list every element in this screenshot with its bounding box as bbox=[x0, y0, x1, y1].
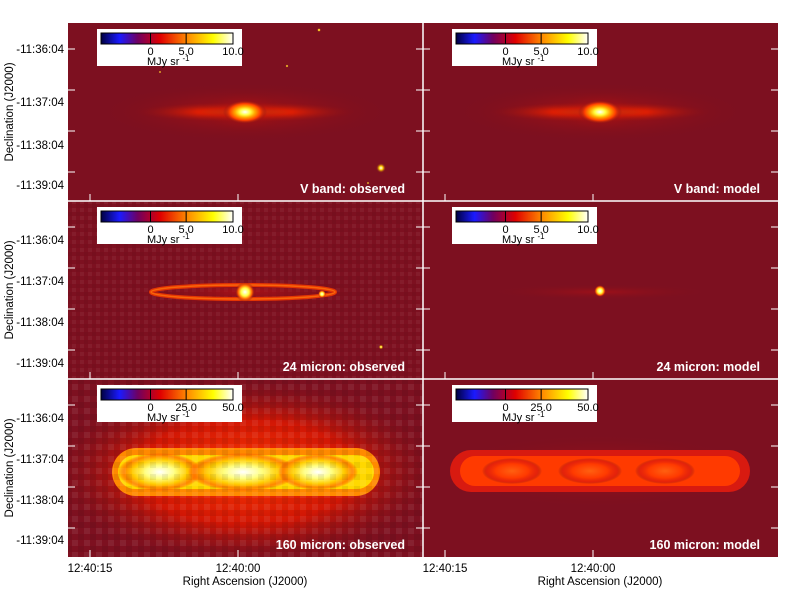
colorbar-unit: MJy sr -1 bbox=[147, 410, 190, 424]
y-tick-label: -11:37:04 bbox=[16, 97, 64, 109]
panel-label: V band: observed bbox=[300, 182, 405, 196]
y-tick-label: -11:37:04 bbox=[16, 454, 64, 466]
colorbar-gradient bbox=[455, 210, 589, 223]
colorbar-tick-label: 5.0 bbox=[533, 224, 548, 236]
panel-v-band-observed bbox=[68, 23, 423, 201]
x-tick-label: 12:40:00 bbox=[216, 563, 261, 575]
far-ir-knot-center bbox=[558, 458, 622, 484]
y-tick-labels-row-3: -11:36:04 -11:37:04 -11:38:04 -11:39:04 bbox=[16, 413, 64, 547]
y-tick-label: -11:38:04 bbox=[16, 140, 64, 152]
nuclear-source bbox=[235, 282, 255, 302]
colorbar-tick-label: 5.0 bbox=[178, 224, 193, 236]
colorbar-tick-label: 0 bbox=[502, 224, 508, 236]
panel-label: 160 micron: observed bbox=[276, 538, 405, 552]
colorbar: 0 5.0 10.0 MJy sr -1 bbox=[452, 29, 599, 68]
colorbar-tick-label: 10.0 bbox=[222, 224, 243, 236]
galaxy-core bbox=[223, 100, 267, 124]
colorbar-unit: MJy sr -1 bbox=[147, 54, 190, 68]
y-tick-label: -11:39:04 bbox=[16, 358, 64, 370]
colorbar: 0 25.0 50.0 MJy sr -1 bbox=[452, 385, 599, 424]
colorbar-tick-label: 5.0 bbox=[178, 46, 193, 58]
colorbar-tick-label: 0 bbox=[502, 46, 508, 58]
colorbar-unit: MJy sr -1 bbox=[502, 54, 545, 68]
y-tick-label: -11:36:04 bbox=[16, 413, 64, 425]
colorbar-unit-exponent: -1 bbox=[182, 54, 190, 63]
y-tick-label: -11:39:04 bbox=[16, 180, 64, 192]
colorbar-tick-label: 10.0 bbox=[577, 46, 598, 58]
colorbar-tick-label: 0 bbox=[147, 46, 153, 58]
y-axis-label: Declination (J2000) bbox=[4, 62, 16, 161]
y-tick-label: -11:39:04 bbox=[16, 535, 64, 547]
colorbar-tick-label: 25.0 bbox=[175, 402, 196, 414]
colorbar-gradient bbox=[455, 32, 589, 45]
foreground-star bbox=[378, 344, 384, 350]
y-axis-label: Declination (J2000) bbox=[4, 240, 16, 339]
colorbar-unit-exponent: -1 bbox=[537, 410, 545, 419]
galaxy-core bbox=[578, 100, 622, 124]
colorbar: 0 5.0 10.0 MJy sr -1 bbox=[97, 29, 244, 68]
colorbar-tick-label: 10.0 bbox=[577, 224, 598, 236]
panel-label: 24 micron: model bbox=[657, 360, 761, 374]
colorbar-tick-label: 50.0 bbox=[222, 402, 243, 414]
x-tick-label: 12:40:00 bbox=[571, 563, 616, 575]
foreground-star bbox=[366, 181, 370, 185]
far-ir-knot-left bbox=[482, 458, 542, 484]
y-tick-label: -11:38:04 bbox=[16, 495, 64, 507]
panel-24-micron-observed bbox=[68, 201, 423, 379]
panel-label: 24 micron: observed bbox=[283, 360, 405, 374]
panel-label: V band: model bbox=[674, 182, 760, 196]
y-tick-label: -11:36:04 bbox=[16, 235, 64, 247]
colorbar-unit-exponent: -1 bbox=[182, 232, 190, 241]
colorbar-unit: MJy sr -1 bbox=[502, 410, 545, 424]
colorbar-tick-label: 0 bbox=[502, 402, 508, 414]
colorbar-tick-label: 25.0 bbox=[530, 402, 551, 414]
far-ir-knot-right bbox=[635, 458, 695, 484]
colorbar-tick-label: 10.0 bbox=[222, 46, 243, 58]
colorbar-gradient bbox=[455, 388, 589, 401]
x-axis-label: Right Ascension (J2000) bbox=[183, 576, 308, 588]
colorbar: 0 5.0 10.0 MJy sr -1 bbox=[97, 207, 244, 246]
panel-label: 160 micron: model bbox=[650, 538, 760, 552]
y-axis-label: Declination (J2000) bbox=[4, 418, 16, 517]
y-tick-label: -11:36:04 bbox=[16, 44, 64, 56]
colorbar-unit-exponent: -1 bbox=[537, 54, 545, 63]
y-tick-labels-row-1: -11:36:04 -11:37:04 -11:38:04 -11:39:04 bbox=[16, 44, 64, 192]
x-tick-label: 12:40:15 bbox=[423, 563, 468, 575]
foreground-star bbox=[317, 28, 321, 32]
tick-marks bbox=[68, 48, 778, 557]
colorbar-unit: MJy sr -1 bbox=[147, 232, 190, 246]
x-tick-labels: 12:40:15 12:40:00 12:40:15 12:40:00 bbox=[68, 563, 616, 575]
foreground-star bbox=[376, 163, 386, 173]
colorbar-unit-exponent: -1 bbox=[182, 410, 190, 419]
ring-knot bbox=[318, 290, 326, 298]
colorbar-tick-label: 5.0 bbox=[533, 46, 548, 58]
foreground-star bbox=[285, 64, 289, 68]
colorbar-tick-label: 0 bbox=[147, 402, 153, 414]
colorbar: 0 5.0 10.0 MJy sr -1 bbox=[452, 207, 599, 246]
foreground-star bbox=[158, 70, 162, 74]
colorbar-tick-label: 50.0 bbox=[577, 402, 598, 414]
y-tick-label: -11:38:04 bbox=[16, 317, 64, 329]
colorbar-gradient bbox=[100, 210, 234, 223]
colorbar-unit-exponent: -1 bbox=[537, 232, 545, 241]
colorbar: 0 25.0 50.0 MJy sr -1 bbox=[97, 385, 244, 424]
y-tick-labels-row-2: -11:36:04 -11:37:04 -11:38:04 -11:39:04 bbox=[16, 235, 64, 370]
colorbar-gradient bbox=[100, 388, 234, 401]
colorbar-gradient bbox=[100, 32, 234, 45]
x-axis-label: Right Ascension (J2000) bbox=[538, 576, 663, 588]
colorbar-unit: MJy sr -1 bbox=[502, 232, 545, 246]
x-tick-label: 12:40:15 bbox=[68, 563, 113, 575]
nuclear-source bbox=[594, 285, 606, 297]
y-tick-label: -11:37:04 bbox=[16, 276, 64, 288]
colorbar-tick-label: 0 bbox=[147, 224, 153, 236]
